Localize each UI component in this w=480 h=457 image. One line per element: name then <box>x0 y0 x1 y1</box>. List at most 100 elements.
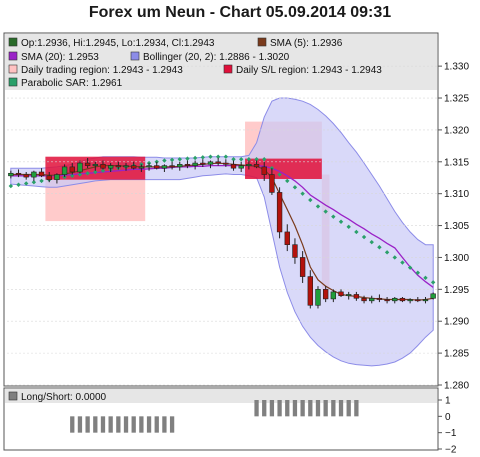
sar-dot <box>246 157 252 162</box>
sar-dot <box>77 172 83 177</box>
sar-dot <box>215 154 221 159</box>
longshort-bar <box>254 400 259 417</box>
longshort-bar <box>331 400 336 417</box>
candle-body <box>223 162 229 165</box>
legend: Op:1.2936, Hi:1.2945, Lo:1.2934, Cl:1.29… <box>8 37 382 89</box>
candle-body <box>246 164 252 166</box>
longshort-bar <box>277 400 282 417</box>
sar-dot <box>93 169 98 175</box>
longshort-bar <box>315 400 321 417</box>
candle-body <box>330 291 337 300</box>
candle-body <box>23 174 29 178</box>
longshort-legend-box <box>5 389 437 403</box>
sar-dot <box>192 155 198 161</box>
price-tick-label: 1.315 <box>444 157 469 168</box>
candle-body <box>38 171 45 177</box>
price-tick-label: 1.325 <box>444 94 469 105</box>
longshort-bar <box>154 416 159 433</box>
longshort-bar <box>162 416 167 433</box>
longshort-bar <box>338 400 344 417</box>
sar-dot <box>169 157 175 163</box>
sar-dot <box>292 185 298 190</box>
candle-body <box>192 162 198 166</box>
longshort-tick-label: −2 <box>445 445 457 456</box>
candle-body <box>123 165 129 168</box>
sar-dot <box>338 219 344 224</box>
sar-dot <box>16 182 21 187</box>
longshort-bar <box>70 416 75 433</box>
sar-dot <box>315 204 321 209</box>
longshort-bar <box>93 416 98 433</box>
candle-body <box>92 164 98 166</box>
longshort-bar <box>292 400 298 417</box>
longshort-bars <box>70 400 359 433</box>
sar-dot <box>8 183 14 189</box>
candle-body <box>31 171 37 178</box>
price-tick-label: 1.330 <box>444 62 469 73</box>
candle-body <box>253 164 260 168</box>
legend-swatch <box>8 37 18 47</box>
candle-body <box>346 294 352 297</box>
sar-dot <box>31 180 37 185</box>
legend-entry: Daily S/L region: 1.2943 - 1.2943 <box>236 65 382 76</box>
sar-dot <box>254 157 259 162</box>
sar-dot <box>223 154 229 159</box>
candle-body <box>284 231 290 245</box>
sar-dot <box>85 171 90 176</box>
longshort-bar <box>131 416 136 433</box>
longshort-bar <box>123 416 129 433</box>
longshort-bar <box>300 400 305 417</box>
candle-body <box>161 165 168 169</box>
price-axis: 1.330 1.325 1.320 1.315 1.310 1.305 1.300 1.295… <box>437 33 469 392</box>
longshort-tick-label: −1 <box>445 428 457 439</box>
longshort-bar <box>269 400 275 417</box>
sar-dot <box>361 234 367 240</box>
sar-dot <box>70 173 75 179</box>
candle-body <box>269 174 275 193</box>
sar-dot <box>185 156 190 161</box>
candle-body <box>369 297 375 302</box>
candle-body <box>276 192 283 233</box>
longshort-label: Long/Short: 0.0000 <box>21 392 107 403</box>
candle-body <box>15 172 22 175</box>
sar-dot <box>39 178 44 184</box>
candle-body <box>299 257 306 277</box>
longshort-panel: Long/Short: 0.0000 <box>3 387 439 451</box>
legend-entry: SMA (5): 1.2936 <box>270 38 343 49</box>
candle-body <box>230 164 237 169</box>
longshort-bar <box>354 400 359 417</box>
price-tick-label: 1.305 <box>444 221 469 232</box>
candle-body <box>154 165 160 169</box>
candle-body <box>54 174 60 180</box>
candle-body <box>146 165 152 168</box>
candle-body <box>61 166 68 175</box>
legend-swatch <box>130 51 140 61</box>
longshort-bar <box>346 400 351 417</box>
sar-dot <box>323 209 328 214</box>
longshort-bar <box>116 416 121 433</box>
longshort-bar <box>139 416 144 433</box>
candle-body <box>361 297 367 302</box>
sar-dot <box>430 280 436 285</box>
price-tick-label: 1.285 <box>444 349 469 360</box>
sar-dot <box>177 157 182 162</box>
candle-body <box>430 293 436 299</box>
chart-title: Forex um Neun - Chart 05.09.2014 09:31 <box>88 4 392 21</box>
longshort-bar <box>100 416 106 433</box>
candle-body <box>307 276 313 306</box>
sar-dot <box>300 191 305 196</box>
candle-body <box>131 165 137 169</box>
longshort-bar <box>108 416 113 433</box>
candle-body <box>376 297 383 300</box>
candle-body <box>107 165 114 169</box>
sar-dot <box>423 275 428 281</box>
candle-body <box>138 166 145 169</box>
longshort-bar <box>285 400 290 417</box>
sar-dot <box>308 197 313 203</box>
sar-dot <box>354 229 359 235</box>
sar-dot <box>162 158 167 163</box>
candle-body <box>238 165 244 169</box>
longshort-bar <box>146 416 152 433</box>
price-tick-label: 1.320 <box>444 125 469 136</box>
